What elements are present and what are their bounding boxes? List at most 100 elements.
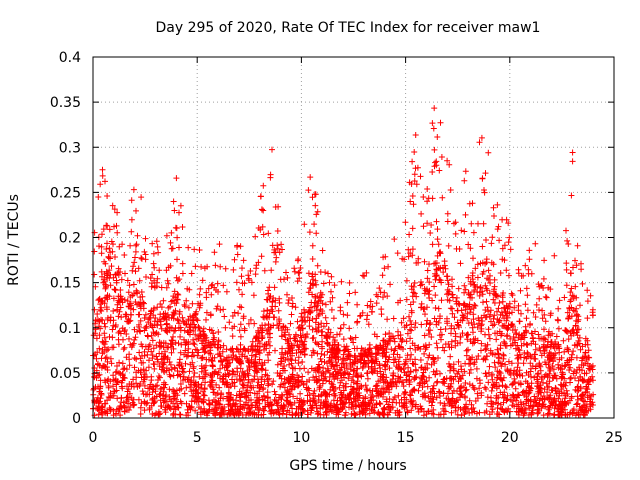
data-point <box>352 289 359 296</box>
data-point <box>534 378 541 385</box>
data-point <box>337 304 344 311</box>
data-point <box>330 397 337 404</box>
data-point <box>509 292 516 299</box>
data-point <box>174 372 181 379</box>
data-point <box>415 387 422 394</box>
data-point <box>275 399 282 406</box>
data-point <box>129 267 136 274</box>
data-point <box>272 204 279 210</box>
data-point <box>145 364 152 371</box>
data-point <box>136 349 143 356</box>
data-point <box>191 370 198 376</box>
y-tick-label: 0.2 <box>59 231 81 247</box>
data-point <box>110 383 116 390</box>
data-point <box>491 213 497 219</box>
data-point <box>358 373 365 380</box>
data-point <box>268 267 275 274</box>
data-point <box>251 320 258 327</box>
chart-title: Day 295 of 2020, Rate Of TEC Index for r… <box>156 20 541 36</box>
data-point <box>141 348 148 355</box>
data-point <box>411 178 418 184</box>
data-point <box>113 277 120 284</box>
data-point <box>222 265 229 272</box>
data-point <box>479 175 486 182</box>
data-point <box>223 288 230 295</box>
data-point <box>569 149 576 156</box>
data-point <box>167 361 174 368</box>
data-point <box>563 282 570 289</box>
data-point <box>431 283 438 290</box>
data-point <box>238 273 245 280</box>
data-point <box>522 262 529 269</box>
y-tick-label: 0.05 <box>50 366 81 382</box>
data-point <box>409 158 416 165</box>
data-point <box>143 400 150 407</box>
data-point <box>437 399 444 406</box>
data-point <box>364 302 371 309</box>
data-point <box>457 406 464 412</box>
data-point <box>446 161 453 168</box>
data-point <box>502 383 509 390</box>
data-point <box>411 280 418 286</box>
data-point <box>395 328 401 335</box>
data-point <box>448 380 455 387</box>
data-point <box>315 397 322 403</box>
data-point <box>439 194 446 201</box>
data-point <box>387 281 394 288</box>
data-point <box>459 330 466 337</box>
data-point <box>495 305 502 312</box>
data-point <box>194 317 201 324</box>
data-point <box>475 220 481 227</box>
y-tick-label: 0.4 <box>59 50 81 66</box>
data-point <box>390 356 397 363</box>
data-point <box>395 392 402 399</box>
data-point <box>319 247 326 254</box>
data-point <box>130 263 137 270</box>
data-point <box>523 341 530 348</box>
data-point <box>117 412 124 419</box>
data-point <box>511 304 518 311</box>
data-point <box>306 317 313 324</box>
data-point <box>258 193 264 200</box>
data-point <box>138 194 145 201</box>
data-point <box>417 173 424 180</box>
data-point <box>154 382 161 389</box>
data-point <box>112 286 119 293</box>
data-point <box>406 373 413 380</box>
data-point <box>91 306 98 313</box>
data-point <box>374 333 380 340</box>
data-point <box>474 261 481 268</box>
data-point <box>494 201 501 208</box>
data-point <box>192 263 199 270</box>
data-point <box>264 389 271 396</box>
data-point <box>237 333 244 340</box>
data-point <box>424 220 431 227</box>
data-point <box>347 335 354 342</box>
data-point <box>433 318 440 325</box>
data-point <box>461 177 468 184</box>
data-point <box>314 350 321 357</box>
data-point <box>490 204 497 211</box>
data-point <box>269 381 276 388</box>
data-point <box>520 360 527 367</box>
data-point <box>193 316 200 323</box>
data-point <box>344 312 351 319</box>
data-point <box>340 311 347 318</box>
data-point <box>163 284 170 291</box>
data-point <box>363 269 370 276</box>
data-point <box>207 312 214 319</box>
data-point <box>267 171 274 178</box>
data-point <box>267 342 273 349</box>
data-point <box>313 230 320 237</box>
data-point <box>179 224 186 230</box>
data-point <box>99 172 106 179</box>
data-point <box>466 381 473 388</box>
data-point <box>489 234 496 241</box>
data-point <box>517 287 524 294</box>
data-point <box>320 280 327 287</box>
data-point <box>292 357 299 364</box>
data-point <box>213 305 220 312</box>
data-point <box>320 323 327 330</box>
data-point <box>92 326 99 333</box>
data-point <box>412 324 418 331</box>
